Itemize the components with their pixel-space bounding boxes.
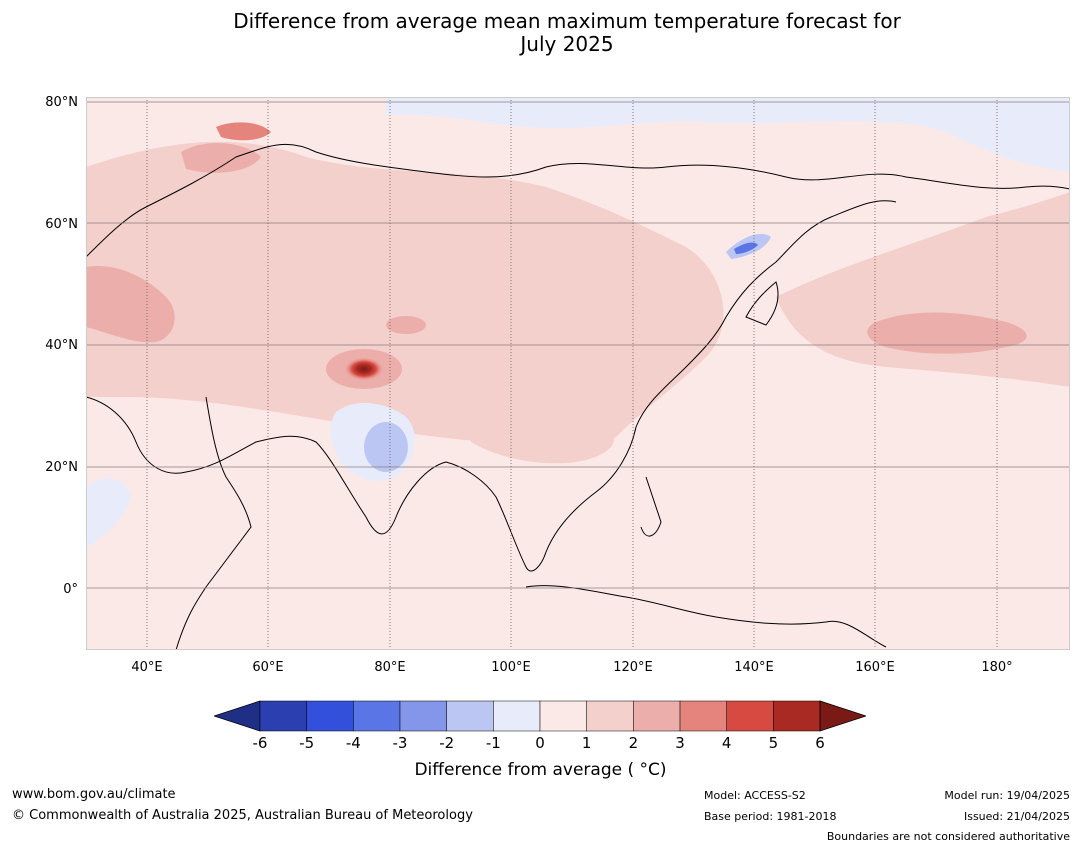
colorbar-segment — [633, 700, 681, 732]
colorbar — [214, 700, 866, 732]
india-cooler-patch — [364, 422, 408, 472]
arctic-cool-region — [86, 97, 1070, 172]
footer-model-run: Model run: 19/04/2025 — [944, 789, 1070, 802]
lon-label-80e: 80°E — [374, 660, 406, 675]
forecast-map — [86, 97, 1070, 650]
colorbar-tick-label: 0 — [535, 734, 545, 752]
colorbar-tick-label: -5 — [299, 734, 315, 752]
okhotsk-cooler-patch — [734, 242, 758, 254]
colorbar-tick-label: -3 — [392, 734, 408, 752]
colorbar-extend-low — [214, 700, 261, 732]
colorbar-tick-label: -2 — [439, 734, 455, 752]
colorbar-tick-label: 6 — [815, 734, 825, 752]
colorbar-segment — [353, 700, 401, 732]
europe-warmer-patch — [86, 266, 175, 343]
southeast-asia-warm-patch — [466, 406, 615, 464]
colorbar-tick-label: -6 — [252, 734, 268, 752]
lon-label-160e: 160°E — [855, 660, 895, 675]
colorbar-segment — [726, 700, 774, 732]
map-title: Difference from average mean maximum tem… — [0, 10, 1081, 56]
eurasia-warm-region — [86, 141, 724, 449]
colorbar-segment — [539, 700, 587, 732]
colorbar-segment — [586, 700, 634, 732]
colorbar-segment — [399, 700, 447, 732]
colorbar-segment — [773, 700, 821, 732]
colorbar-tick-label: 5 — [768, 734, 779, 752]
colorbar-segment — [446, 700, 494, 732]
colorbar-segment — [679, 700, 727, 732]
colorbar-tick-label: -1 — [485, 734, 501, 752]
footer-issued: Issued: 21/04/2025 — [963, 810, 1070, 823]
colorbar-tick-label: 1 — [581, 734, 592, 752]
colorbar-tick-label: 2 — [628, 734, 639, 752]
colorbar-segment — [259, 700, 307, 732]
lon-label-180: 180° — [981, 660, 1013, 675]
lat-label-80n: 80°N — [45, 95, 78, 110]
footer-disclaimer: Boundaries are not considered authoritat… — [826, 830, 1070, 843]
lat-label-40n: 40°N — [45, 338, 78, 353]
footer-model: Model: ACCESS-S2 — [704, 789, 806, 802]
lat-label-20n: 20°N — [45, 460, 78, 475]
africa-cool-region — [86, 478, 131, 547]
title-line-2: July 2025 — [520, 32, 614, 56]
footer-base-period: Base period: 1981-2018 — [704, 810, 837, 823]
tianshan-warm-patch — [386, 316, 426, 334]
scandinavia-hot-patch — [216, 122, 271, 141]
meridians — [146, 97, 998, 650]
colorbar-segment — [493, 700, 541, 732]
lat-label-60n: 60°N — [45, 217, 78, 232]
coastlines — [86, 143, 1070, 650]
graticule — [86, 101, 1070, 589]
colorbar-label: Difference from average ( °C) — [414, 760, 667, 780]
scandinavia-warmer-patch — [181, 142, 261, 173]
lon-label-60e: 60°E — [252, 660, 284, 675]
footer-copyright: © Commonwealth of Australia 2025, Austra… — [12, 808, 473, 823]
colorbar-segment — [306, 700, 354, 732]
footer-url: www.bom.gov.au/climate — [12, 787, 176, 802]
lon-label-120e: 120°E — [613, 660, 653, 675]
colorbar-tick-label: -4 — [345, 734, 361, 752]
lon-label-140e: 140°E — [734, 660, 774, 675]
colorbar-tick-label: 4 — [721, 734, 732, 752]
tibet-hot-spot — [344, 357, 384, 381]
colorbar-tick-label: 3 — [675, 734, 685, 752]
title-line-1: Difference from average mean maximum tem… — [233, 9, 901, 33]
lat-label-0: 0° — [63, 582, 78, 597]
colorbar-extend-high — [819, 700, 866, 732]
lon-label-40e: 40°E — [131, 660, 163, 675]
pacific-warmer-patch — [867, 312, 1027, 354]
lon-label-100e: 100°E — [491, 660, 531, 675]
map-frame — [86, 97, 1070, 650]
